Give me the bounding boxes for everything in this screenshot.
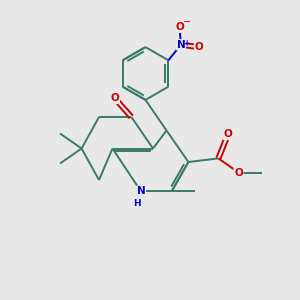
Text: O: O [234, 167, 243, 178]
Text: N: N [136, 186, 146, 197]
Text: −: − [183, 17, 191, 27]
Text: O: O [175, 22, 184, 32]
Text: O: O [110, 93, 119, 103]
Text: +: + [183, 39, 189, 48]
Text: O: O [224, 129, 232, 140]
Text: O: O [195, 42, 203, 52]
Text: N: N [177, 40, 185, 50]
Text: H: H [134, 200, 141, 208]
